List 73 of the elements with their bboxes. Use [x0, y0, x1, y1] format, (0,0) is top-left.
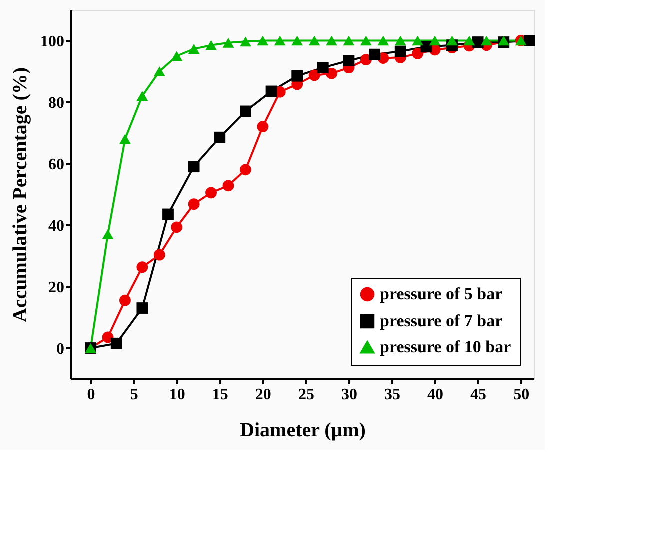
- point: [222, 180, 234, 192]
- x-tick-label: 30: [341, 386, 358, 404]
- x-axis-title: Diameter (μm): [240, 420, 366, 442]
- point: [136, 302, 148, 314]
- y-tick-label: 0: [56, 340, 64, 358]
- point: [206, 187, 217, 199]
- point: [378, 36, 390, 46]
- x-tick-label: 0: [87, 386, 96, 404]
- point: [206, 40, 217, 50]
- point: [266, 86, 278, 98]
- point: [120, 294, 131, 306]
- point: [292, 70, 304, 82]
- point: [274, 36, 286, 46]
- point: [412, 48, 424, 60]
- point: [154, 249, 166, 261]
- point: [154, 66, 166, 76]
- point: [326, 68, 338, 80]
- x-tick-label: 40: [428, 386, 444, 404]
- point: [162, 208, 174, 220]
- point: [136, 91, 148, 102]
- x-tick-label: 20: [255, 386, 272, 404]
- point: [188, 198, 200, 210]
- legend-label: pressure of 5 bar: [380, 284, 504, 304]
- point: [524, 35, 536, 46]
- point: [136, 262, 148, 274]
- y-tick-label: 80: [48, 94, 64, 112]
- point: [446, 36, 458, 46]
- point: [240, 36, 252, 47]
- point: [412, 36, 424, 46]
- x-tick-label: 5: [130, 386, 138, 404]
- point: [257, 121, 269, 133]
- point: [343, 36, 355, 46]
- point: [292, 36, 304, 46]
- point: [369, 48, 380, 60]
- x-tick-label: 15: [212, 386, 228, 404]
- point: [317, 62, 329, 74]
- point: [240, 164, 252, 176]
- legend-label: pressure of 7 bar: [380, 312, 504, 330]
- point: [188, 44, 200, 54]
- point: [308, 70, 320, 82]
- point: [420, 41, 432, 53]
- point: [171, 51, 183, 62]
- point: [394, 46, 406, 58]
- point: [102, 332, 114, 344]
- y-axis-title: Accumulative Percentage (%): [10, 67, 32, 323]
- legend-label: pressure of 10 bar: [380, 338, 512, 356]
- point: [188, 161, 200, 173]
- point: [464, 36, 476, 46]
- x-tick-label: 45: [470, 386, 487, 404]
- point: [343, 55, 355, 66]
- point: [429, 36, 441, 46]
- point: [110, 338, 122, 350]
- y-tick-label: 60: [48, 156, 64, 174]
- x-tick-label: 25: [298, 386, 314, 404]
- x-tick-label: 10: [169, 386, 186, 404]
- x-tick-label: 35: [384, 386, 400, 404]
- y-tick-label: 20: [48, 279, 64, 296]
- y-tick-label: 40: [48, 218, 64, 235]
- point: [394, 36, 406, 46]
- point: [102, 230, 114, 240]
- point: [171, 222, 183, 234]
- point: [472, 36, 484, 48]
- point: [360, 36, 372, 46]
- point: [480, 36, 492, 46]
- point: [308, 36, 320, 46]
- x-tick-label: 50: [514, 386, 530, 404]
- point: [222, 38, 234, 48]
- point: [214, 132, 226, 144]
- point: [257, 36, 269, 46]
- point: [326, 36, 338, 46]
- y-tick-label: 100: [40, 33, 64, 50]
- point: [240, 106, 252, 118]
- point: [120, 134, 131, 144]
